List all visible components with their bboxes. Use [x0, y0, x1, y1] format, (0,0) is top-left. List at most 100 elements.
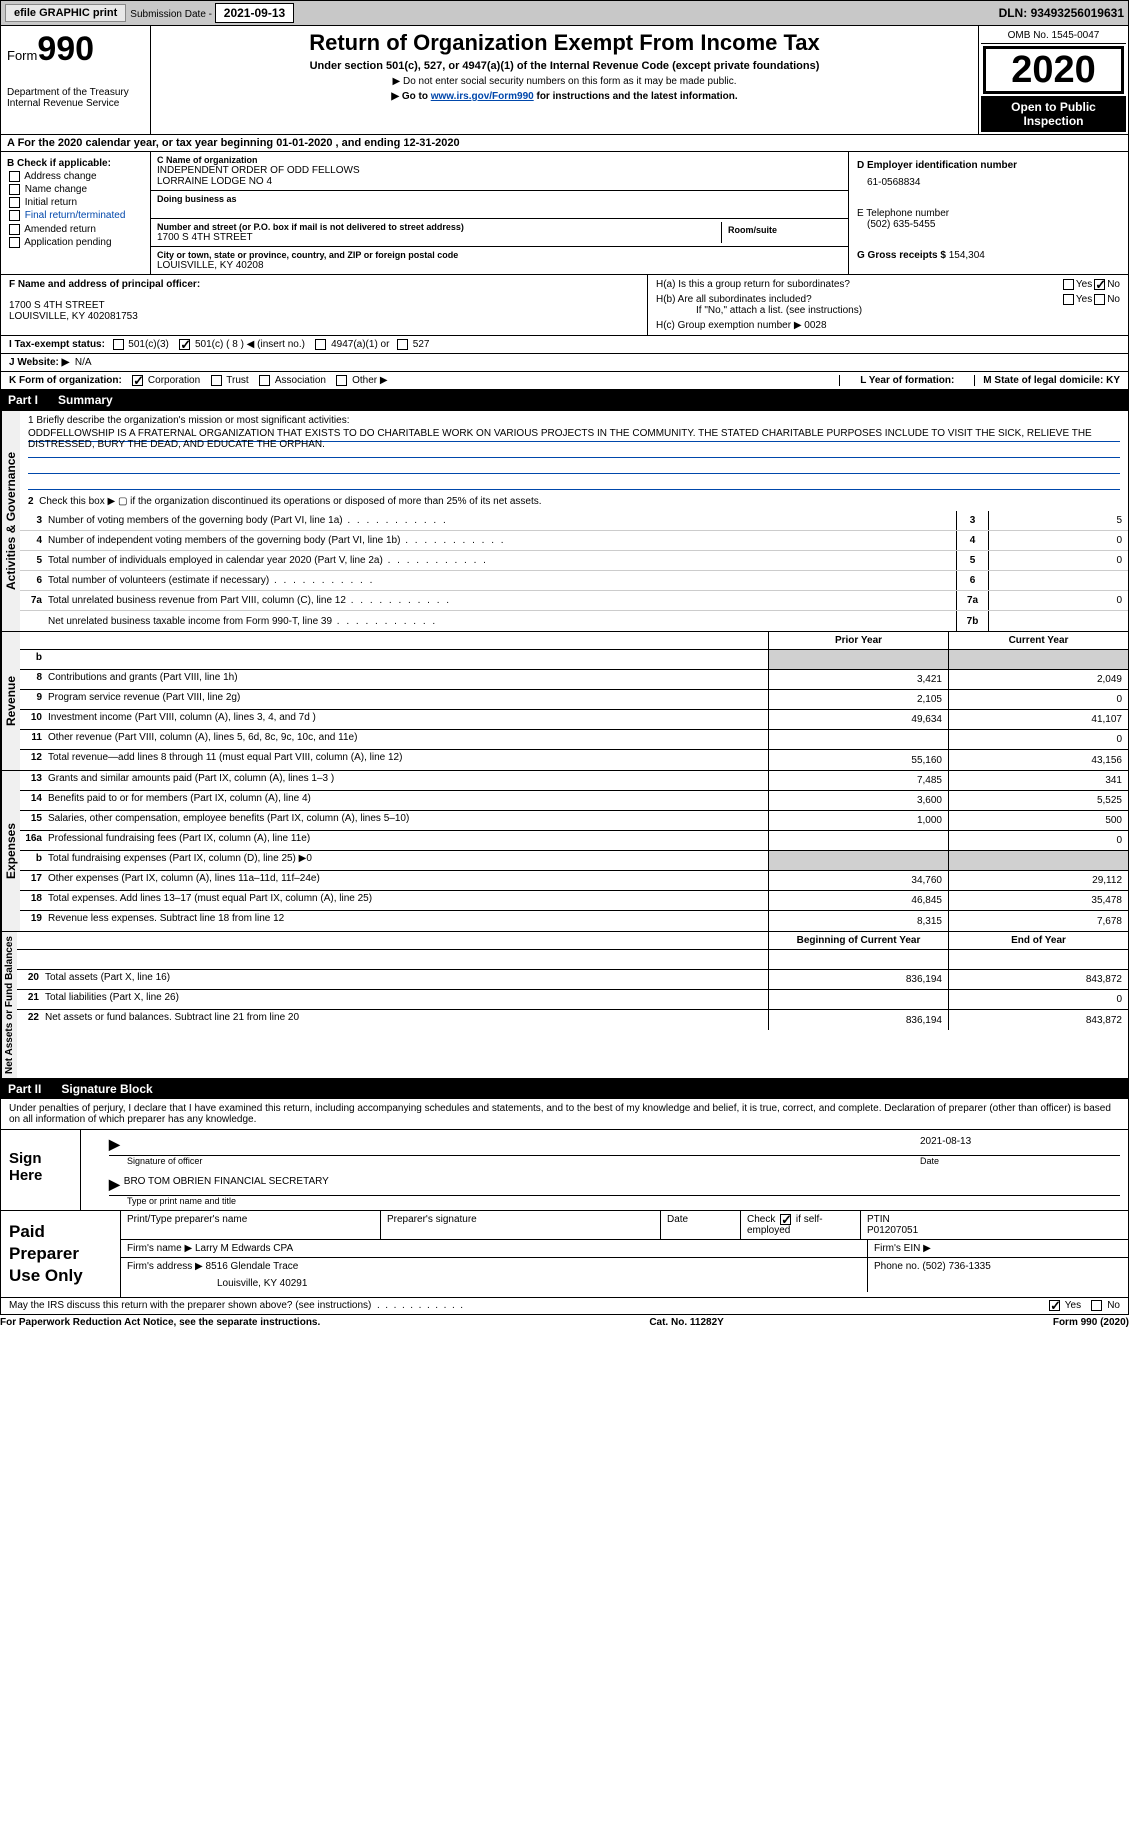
sign-here-block: Sign Here ▶ 2021-08-13 Signature of offi… — [0, 1130, 1129, 1211]
hb-yes-checkbox[interactable] — [1063, 294, 1074, 305]
website-value: N/A — [75, 357, 92, 368]
form-subtitle: Under section 501(c), 527, or 4947(a)(1)… — [159, 60, 970, 72]
governance-label: Activities & Governance — [1, 411, 20, 631]
bottom-footer: For Paperwork Reduction Act Notice, see … — [0, 1315, 1129, 1330]
submission-date-label: Submission Date - 2021-09-13 — [130, 3, 294, 23]
table-row: 22Net assets or fund balances. Subtract … — [17, 1010, 1128, 1030]
end-year-header: End of Year — [948, 932, 1128, 949]
form-note-2: ▶ Go to www.irs.gov/Form990 for instruct… — [159, 91, 970, 102]
row-i-tax-status: I Tax-exempt status: 501(c)(3) 501(c) ( … — [0, 336, 1129, 354]
row-f-h: F Name and address of principal officer:… — [0, 275, 1129, 336]
table-row: 13Grants and similar amounts paid (Part … — [20, 771, 1128, 791]
officer-name: BRO TOM OBRIEN FINANCIAL SECRETARY — [124, 1176, 329, 1193]
trust-checkbox[interactable] — [211, 375, 222, 386]
corp-checkbox[interactable] — [132, 375, 143, 386]
hb-no-checkbox[interactable] — [1094, 294, 1105, 305]
table-row: 6Total number of volunteers (estimate if… — [20, 571, 1128, 591]
table-row: 7aTotal unrelated business revenue from … — [20, 591, 1128, 611]
header-right: OMB No. 1545-0047 2020 Open to Public In… — [978, 26, 1128, 134]
topbar: efile GRAPHIC print Submission Date - 20… — [0, 0, 1129, 26]
other-checkbox[interactable] — [336, 375, 347, 386]
part1-header: Part ISummary — [0, 390, 1129, 410]
table-row: b — [20, 650, 1128, 670]
header-title-block: Return of Organization Exempt From Incom… — [151, 26, 978, 134]
current-year-header: Current Year — [948, 632, 1128, 649]
paid-preparer-block: Paid Preparer Use Only Print/Type prepar… — [0, 1211, 1129, 1298]
table-row: 10Investment income (Part VIII, column (… — [20, 710, 1128, 730]
row-a-tax-year: A For the 2020 calendar year, or tax yea… — [0, 135, 1129, 152]
form-note-1: ▶ Do not enter social security numbers o… — [159, 76, 970, 87]
prior-year-header: Prior Year — [768, 632, 948, 649]
table-row: 19Revenue less expenses. Subtract line 1… — [20, 911, 1128, 931]
final-return-checkbox[interactable] — [9, 210, 20, 221]
form-header: Form990 Department of the Treasury Inter… — [0, 26, 1129, 135]
tax-year: 2020 — [983, 46, 1124, 94]
application-pending-checkbox[interactable] — [9, 237, 20, 248]
part2-header: Part IISignature Block — [0, 1079, 1129, 1099]
phone-value: (502) 635-5455 — [867, 219, 1120, 230]
begin-year-header: Beginning of Current Year — [768, 932, 948, 949]
submission-date: 2021-09-13 — [215, 3, 294, 23]
table-row: Net unrelated business taxable income fr… — [20, 611, 1128, 631]
table-row: 8Contributions and grants (Part VIII, li… — [20, 670, 1128, 690]
discuss-yes-checkbox[interactable] — [1049, 1300, 1060, 1311]
irs-discuss-row: May the IRS discuss this return with the… — [0, 1298, 1129, 1314]
table-row: 12Total revenue—add lines 8 through 11 (… — [20, 750, 1128, 770]
row-k-form-org: K Form of organization: Corporation Trus… — [0, 372, 1129, 390]
revenue-label: Revenue — [1, 632, 20, 770]
amended-return-checkbox[interactable] — [9, 224, 20, 235]
self-employed-checkbox[interactable] — [780, 1214, 791, 1225]
form990-link[interactable]: www.irs.gov/Form990 — [431, 91, 534, 102]
firm-phone: (502) 736-1335 — [922, 1261, 990, 1272]
table-row: 18Total expenses. Add lines 13–17 (must … — [20, 891, 1128, 911]
street-address: 1700 S 4TH STREET — [157, 232, 721, 243]
table-row: 20Total assets (Part X, line 16)836,1948… — [17, 970, 1128, 990]
org-name-1: INDEPENDENT ORDER OF ODD FELLOWS — [157, 165, 842, 176]
table-row: 14Benefits paid to or for members (Part … — [20, 791, 1128, 811]
discuss-no-checkbox[interactable] — [1091, 1300, 1102, 1311]
table-row: 3Number of voting members of the governi… — [20, 511, 1128, 531]
form-number: 990 — [37, 30, 94, 68]
col-d-ein: D Employer identification number 61-0568… — [848, 152, 1128, 274]
signature-declaration: Under penalties of perjury, I declare th… — [0, 1099, 1129, 1130]
initial-return-checkbox[interactable] — [9, 197, 20, 208]
arrow-icon: ▶ — [109, 1136, 120, 1153]
col-c-org-name: C Name of organization INDEPENDENT ORDER… — [151, 152, 848, 274]
efile-print-button[interactable]: efile GRAPHIC print — [5, 4, 126, 22]
table-row: 5Total number of individuals employed in… — [20, 551, 1128, 571]
col-b-checkboxes: B Check if applicable: Address change Na… — [1, 152, 151, 274]
open-inspection: Open to Public Inspection — [981, 96, 1126, 132]
table-row: 4Number of independent voting members of… — [20, 531, 1128, 551]
gross-receipts: 154,304 — [949, 250, 985, 261]
501c3-checkbox[interactable] — [113, 339, 124, 350]
officer-addr1: 1700 S 4TH STREET — [9, 300, 639, 311]
row-j-website: J Website: ▶ N/A — [0, 354, 1129, 372]
firm-addr2: Louisville, KY 40291 — [217, 1278, 861, 1289]
table-row — [17, 950, 1128, 970]
arrow-icon: ▶ — [109, 1176, 120, 1193]
ha-yes-checkbox[interactable] — [1063, 279, 1074, 290]
city-state-zip: LOUISVILLE, KY 40208 — [157, 260, 842, 271]
dln: DLN: 93493256019631 — [999, 6, 1124, 20]
firm-name: Larry M Edwards CPA — [195, 1243, 293, 1254]
table-row: 16aProfessional fundraising fees (Part I… — [20, 831, 1128, 851]
table-row: bTotal fundraising expenses (Part IX, co… — [20, 851, 1128, 871]
4947-checkbox[interactable] — [315, 339, 326, 350]
ha-no-checkbox[interactable] — [1094, 279, 1105, 290]
assoc-checkbox[interactable] — [259, 375, 270, 386]
mission-text: ODDFELLOWSHIP IS A FRATERNAL ORGANIZATIO… — [28, 428, 1120, 442]
sign-date: 2021-08-13 — [920, 1136, 1120, 1153]
expenses-label: Expenses — [1, 771, 20, 931]
527-checkbox[interactable] — [397, 339, 408, 350]
officer-addr2: LOUISVILLE, KY 402081753 — [9, 311, 639, 322]
org-info-section: B Check if applicable: Address change Na… — [0, 152, 1129, 275]
part1-body: Activities & Governance 1 Briefly descri… — [0, 410, 1129, 1079]
hc-group-exemption: H(c) Group exemption number ▶ 0028 — [656, 320, 1120, 331]
ptin-value: P01207051 — [867, 1225, 1122, 1236]
501c-other-checkbox[interactable] — [179, 339, 190, 350]
name-change-checkbox[interactable] — [9, 184, 20, 195]
dba-value — [157, 204, 842, 215]
omb-number: OMB No. 1545-0047 — [981, 28, 1126, 44]
address-change-checkbox[interactable] — [9, 171, 20, 182]
dept-treasury: Department of the Treasury — [7, 87, 144, 98]
